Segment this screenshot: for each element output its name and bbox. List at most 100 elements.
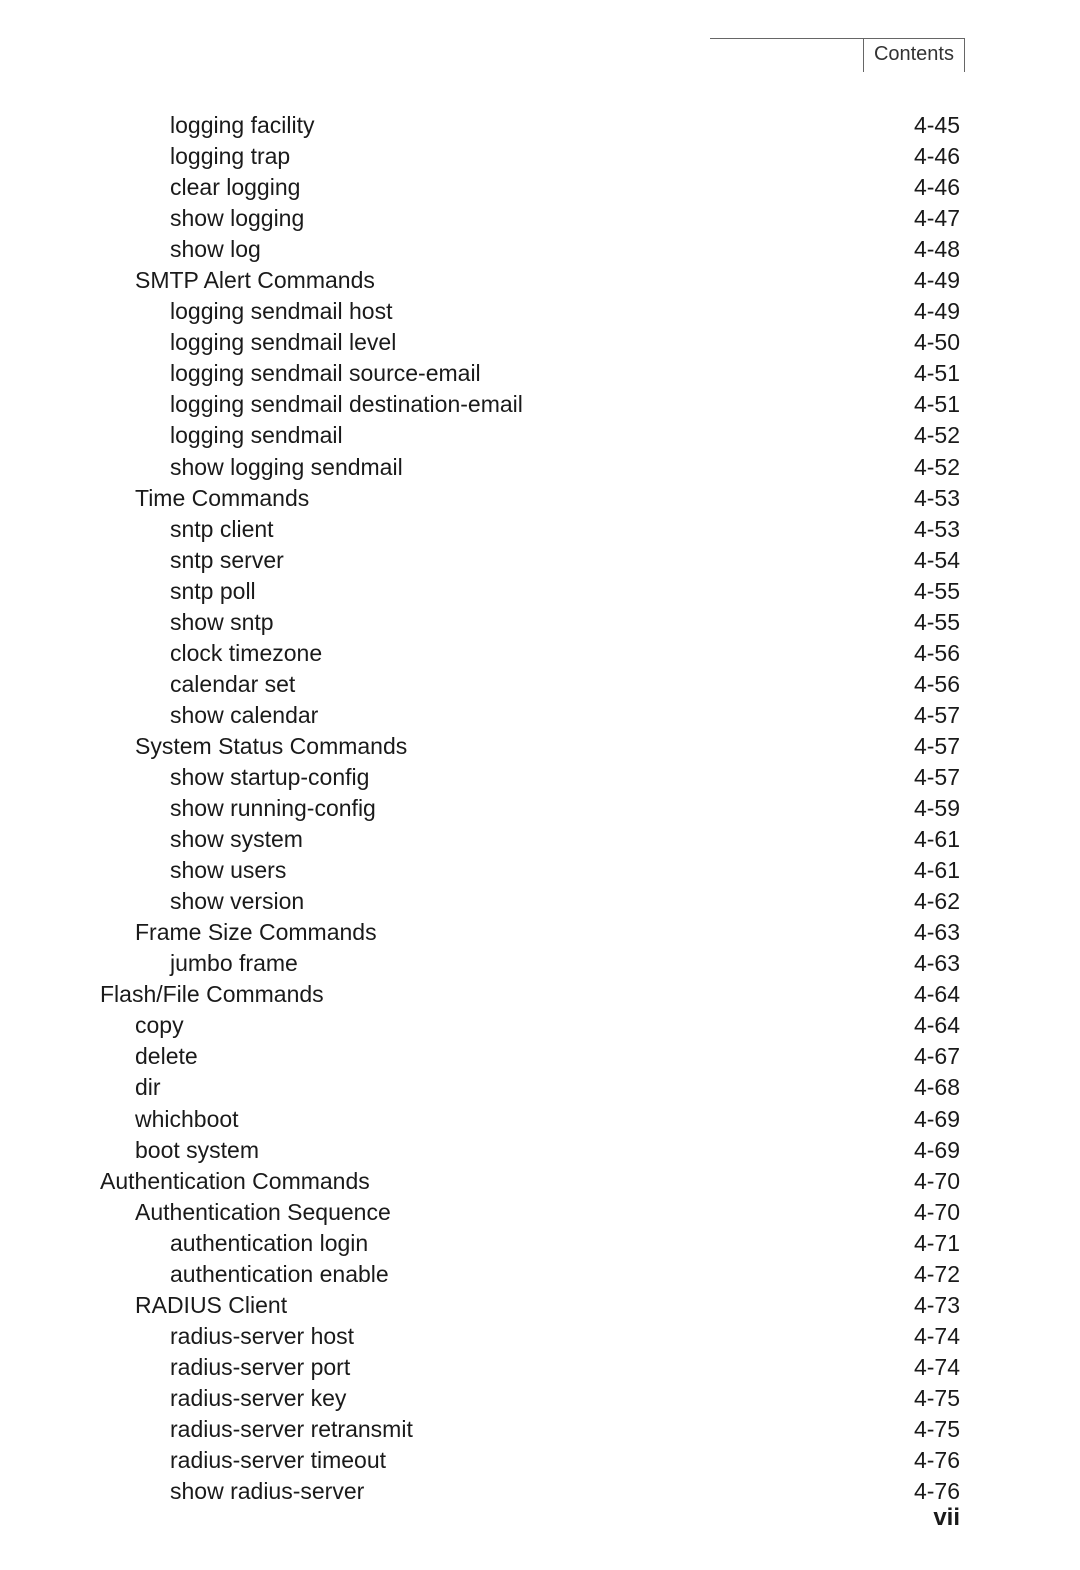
toc-row: logging sendmail source-email 4-51 xyxy=(100,358,960,389)
toc-entry-page: 4-68 xyxy=(914,1072,960,1103)
toc-entry-page: 4-52 xyxy=(914,452,960,483)
toc-row: radius-server host 4-74 xyxy=(100,1321,960,1352)
toc-row: Authentication Commands4-70 xyxy=(100,1166,960,1197)
toc-entry-page: 4-48 xyxy=(914,234,960,265)
toc-entry-page: 4-67 xyxy=(914,1041,960,1072)
toc-entry-label: logging trap xyxy=(100,141,290,172)
toc-row: show version4-62 xyxy=(100,886,960,917)
toc-entry-label: sntp client xyxy=(100,514,274,545)
toc-row: show log 4-48 xyxy=(100,234,960,265)
toc-row: sntp poll 4-55 xyxy=(100,576,960,607)
toc-entry-label: authentication enable xyxy=(100,1259,389,1290)
toc-entry-label: delete xyxy=(100,1041,198,1072)
toc-row: radius-server key4-75 xyxy=(100,1383,960,1414)
toc-entry-page: 4-57 xyxy=(914,700,960,731)
toc-row: dir 4-68 xyxy=(100,1072,960,1103)
toc-entry-label: calendar set xyxy=(100,669,295,700)
toc-entry-label: logging sendmail level xyxy=(100,327,396,358)
toc-entry-label: Frame Size Commands xyxy=(100,917,377,948)
toc-entry-label: sntp server xyxy=(100,545,284,576)
toc-row: show logging4-47 xyxy=(100,203,960,234)
toc-entry-label: radius-server host xyxy=(100,1321,354,1352)
toc-entry-page: 4-53 xyxy=(914,514,960,545)
toc-entry-page: 4-56 xyxy=(914,638,960,669)
toc-entry-page: 4-61 xyxy=(914,855,960,886)
toc-entry-page: 4-53 xyxy=(914,483,960,514)
toc-entry-page: 4-52 xyxy=(914,420,960,451)
toc-row: show users 4-61 xyxy=(100,855,960,886)
toc-entry-label: SMTP Alert Commands xyxy=(100,265,375,296)
toc-row: radius-server port4-74 xyxy=(100,1352,960,1383)
toc-row: show startup-config 4-57 xyxy=(100,762,960,793)
toc-entry-label: logging sendmail source-email xyxy=(100,358,481,389)
toc-entry-page: 4-57 xyxy=(914,762,960,793)
toc-entry-page: 4-72 xyxy=(914,1259,960,1290)
toc-entry-label: boot system xyxy=(100,1135,259,1166)
toc-row: delete 4-67 xyxy=(100,1041,960,1072)
toc-entry-label: copy xyxy=(100,1010,184,1041)
toc-row: Frame Size Commands4-63 xyxy=(100,917,960,948)
toc-entry-label: Flash/File Commands xyxy=(100,979,324,1010)
toc-entry-page: 4-76 xyxy=(914,1476,960,1507)
toc-entry-page: 4-76 xyxy=(914,1445,960,1476)
toc-entry-label: sntp poll xyxy=(100,576,256,607)
toc-entry-label: clock timezone xyxy=(100,638,322,669)
toc-entry-page: 4-46 xyxy=(914,172,960,203)
toc-row: System Status Commands4-57 xyxy=(100,731,960,762)
toc-entry-page: 4-74 xyxy=(914,1352,960,1383)
toc-row: logging facility4-45 xyxy=(100,110,960,141)
toc-entry-label: whichboot xyxy=(100,1104,239,1135)
toc-entry-label: show users xyxy=(100,855,286,886)
toc-entry-page: 4-64 xyxy=(914,1010,960,1041)
toc-row: authentication login 4-71 xyxy=(100,1228,960,1259)
toc-entry-page: 4-51 xyxy=(914,358,960,389)
toc-row: SMTP Alert Commands4-49 xyxy=(100,265,960,296)
toc-row: boot system4-69 xyxy=(100,1135,960,1166)
toc-entry-label: show version xyxy=(100,886,304,917)
toc-entry-page: 4-55 xyxy=(914,576,960,607)
toc-row: show sntp4-55 xyxy=(100,607,960,638)
toc-entry-page: 4-61 xyxy=(914,824,960,855)
toc-entry-page: 4-64 xyxy=(914,979,960,1010)
toc-entry-page: 4-69 xyxy=(914,1104,960,1135)
toc-entry-page: 4-56 xyxy=(914,669,960,700)
toc-row: authentication enable 4-72 xyxy=(100,1259,960,1290)
toc-entry-page: 4-75 xyxy=(914,1414,960,1445)
toc-row: logging sendmail4-52 xyxy=(100,420,960,451)
toc-row: Authentication Sequence4-70 xyxy=(100,1197,960,1228)
toc-entry-label: show log xyxy=(100,234,261,265)
toc-row: logging sendmail level 4-50 xyxy=(100,327,960,358)
toc-entry-label: Time Commands xyxy=(100,483,309,514)
toc-row: whichboot 4-69 xyxy=(100,1104,960,1135)
toc-entry-label: RADIUS Client xyxy=(100,1290,287,1321)
toc-entry-label: show logging xyxy=(100,203,304,234)
toc-row: calendar set 4-56 xyxy=(100,669,960,700)
toc-entry-label: show system xyxy=(100,824,303,855)
toc-entry-label: Authentication Commands xyxy=(100,1166,370,1197)
toc-entry-label: authentication login xyxy=(100,1228,368,1259)
toc-entry-page: 4-59 xyxy=(914,793,960,824)
toc-entry-page: 4-51 xyxy=(914,389,960,420)
toc-entry-label: show logging sendmail xyxy=(100,452,403,483)
toc-row: jumbo frame4-63 xyxy=(100,948,960,979)
toc-entry-label: jumbo frame xyxy=(100,948,298,979)
toc-row: sntp server 4-54 xyxy=(100,545,960,576)
toc-entry-page: 4-71 xyxy=(914,1228,960,1259)
toc-row: radius-server timeout 4-76 xyxy=(100,1445,960,1476)
toc-row: copy 4-64 xyxy=(100,1010,960,1041)
toc-entry-label: logging sendmail host xyxy=(100,296,392,327)
toc-entry-page: 4-49 xyxy=(914,296,960,327)
toc-row: show system 4-61 xyxy=(100,824,960,855)
toc-entry-page: 4-54 xyxy=(914,545,960,576)
toc-row: show running-config4-59 xyxy=(100,793,960,824)
toc-entry-label: show calendar xyxy=(100,700,318,731)
toc-entry-page: 4-57 xyxy=(914,731,960,762)
toc-entry-label: show startup-config xyxy=(100,762,369,793)
toc-row: Flash/File Commands 4-64 xyxy=(100,979,960,1010)
toc-row: logging trap4-46 xyxy=(100,141,960,172)
toc-row: clear logging4-46 xyxy=(100,172,960,203)
toc-entry-page: 4-50 xyxy=(914,327,960,358)
toc-entry-label: dir xyxy=(100,1072,161,1103)
toc-entry-page: 4-74 xyxy=(914,1321,960,1352)
toc-entry-label: radius-server timeout xyxy=(100,1445,386,1476)
